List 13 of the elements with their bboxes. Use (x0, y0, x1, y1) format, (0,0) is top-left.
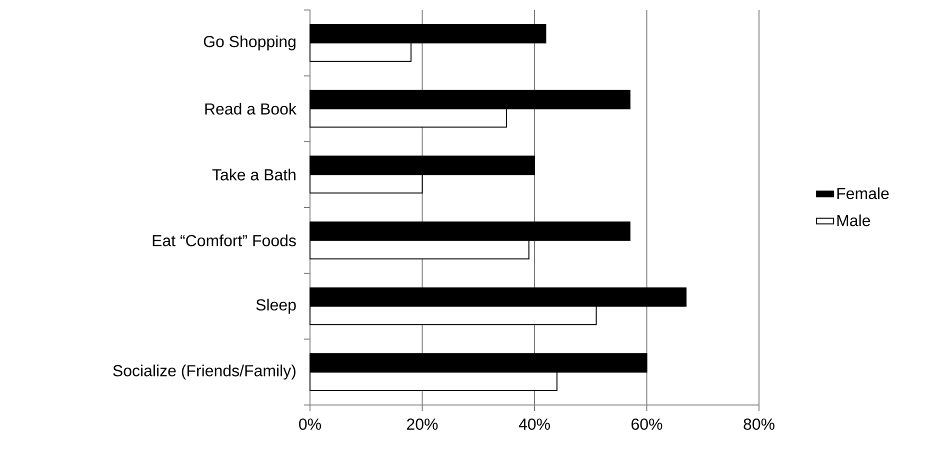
x-tick-label: 80% (744, 418, 774, 430)
x-tick-label: 60% (632, 418, 662, 430)
x-tick-label: 0% (299, 418, 321, 430)
y-tick-label: Sleep (256, 298, 296, 314)
y-tick-label: Go Shopping (204, 35, 296, 50)
y-tick-label: Read a Book (205, 102, 296, 115)
y-tick-label: Socialize (Friends/Family) (113, 364, 296, 380)
x-tick-label: 40% (518, 418, 550, 430)
y-tick-label: Take a Bath (212, 168, 296, 180)
legend-label: Female (837, 187, 889, 200)
x-tick-label: 20% (407, 418, 438, 430)
legend-label: Male (837, 214, 870, 226)
y-tick-label: Eat “Comfort” Foods (152, 234, 296, 246)
